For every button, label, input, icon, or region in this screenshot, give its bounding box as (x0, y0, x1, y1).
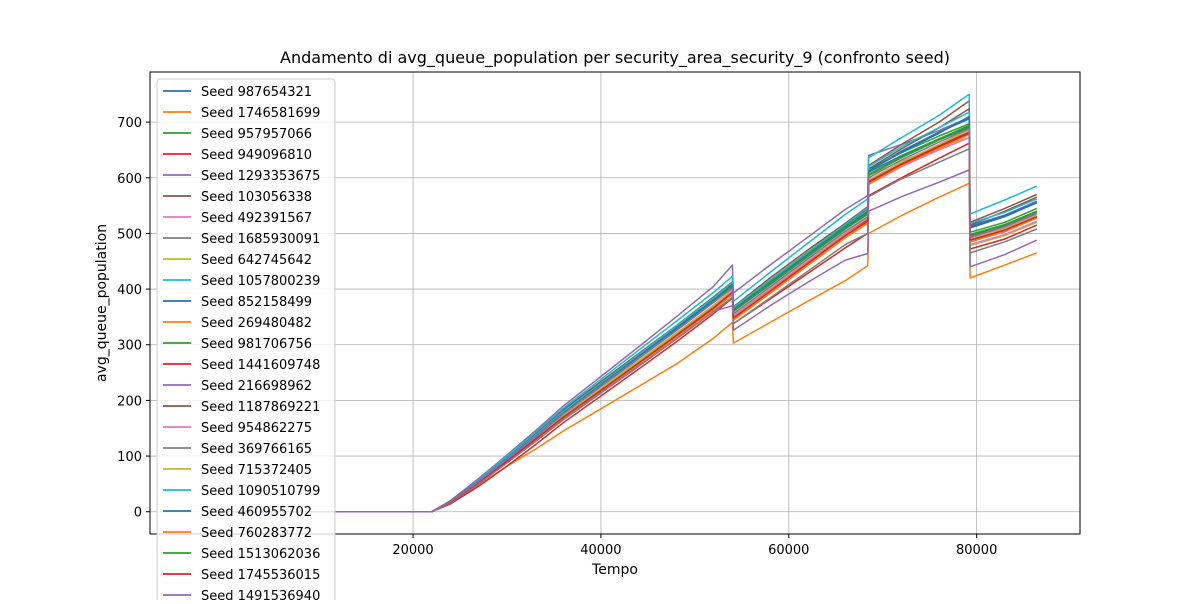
axes: 20000 40000 60000 80000 0 100 200 300 400 500 600 7… (117, 116, 997, 558)
legend-entry: Seed 642745642 (201, 253, 312, 268)
x-tick-label: 40000 (580, 543, 621, 558)
legend-entry: Seed 715372405 (201, 463, 312, 478)
legend-entry: Seed 1441609748 (201, 358, 320, 373)
x-tick-label: 80000 (956, 543, 997, 558)
series-line (225, 129, 1038, 513)
x-axis-label: Tempo (591, 562, 638, 578)
y-tick-label: 600 (117, 172, 142, 187)
y-tick-label: 500 (117, 227, 142, 242)
series-line (225, 128, 1038, 513)
y-tick-label: 200 (117, 394, 142, 409)
series-line (225, 169, 1038, 513)
legend-entry: Seed 369766165 (201, 442, 312, 457)
legend-entry: Seed 216698962 (201, 379, 312, 394)
legend-entry: Seed 957957066 (201, 127, 312, 142)
legend-entry: Seed 1745536015 (201, 568, 320, 583)
y-tick-label: 400 (117, 283, 142, 298)
legend-entry: Seed 1187869221 (201, 400, 320, 415)
legend-entry: Seed 852158499 (201, 295, 312, 310)
chart-title: Andamento di avg_queue_population per se… (280, 48, 950, 68)
series-line (225, 111, 1038, 513)
legend-entry: Seed 1685930091 (201, 232, 320, 247)
series-line (225, 136, 1038, 513)
legend-entry: Seed 1746581699 (201, 106, 320, 121)
series-line (225, 129, 1038, 513)
x-tick-label: 60000 (768, 543, 809, 558)
series-line (225, 182, 1038, 513)
y-tick-label: 700 (117, 116, 142, 131)
series-line (225, 132, 1038, 513)
legend-entry: Seed 269480482 (201, 316, 312, 331)
series-line (225, 136, 1038, 513)
legend-entry: Seed 460955702 (201, 505, 312, 520)
legend-entry: Seed 949096810 (201, 148, 312, 163)
legend-entry: Seed 760283772 (201, 526, 312, 541)
legend-entry: Seed 981706756 (201, 337, 312, 352)
series-line (225, 107, 1038, 513)
series-line (225, 100, 1038, 513)
series-line (225, 115, 1038, 513)
series-line (225, 148, 1038, 513)
legend-entry: Seed 492391567 (201, 211, 312, 226)
series-lines (225, 93, 1038, 513)
x-tick-label: 20000 (392, 543, 433, 558)
series-line (225, 131, 1038, 513)
legend: Seed 987654321 Seed 1746581699 Seed 957957… (156, 78, 336, 604)
legend-entry: Seed 954862275 (201, 421, 312, 436)
series-line (225, 123, 1038, 513)
legend-entry: Seed 103056338 (201, 190, 312, 205)
legend-box (156, 78, 336, 604)
y-tick-label: 100 (117, 450, 142, 465)
legend-entry: Seed 1513062036 (201, 547, 320, 562)
y-axis-label: avg_queue_population (94, 224, 110, 382)
series-line (225, 125, 1038, 513)
series-line (225, 126, 1038, 513)
legend-entry: Seed 1491536940 (201, 589, 320, 600)
y-tick-label: 300 (117, 339, 142, 354)
y-tick-label: 0 (134, 506, 142, 521)
legend-entry: Seed 987654321 (201, 85, 312, 100)
series-line (225, 124, 1038, 513)
legend-entry: Seed 1057800239 (201, 274, 320, 289)
series-line (225, 116, 1038, 513)
series-line (225, 132, 1038, 513)
legend-entry: Seed 1090510799 (201, 484, 320, 499)
plot-frame (149, 71, 1081, 535)
legend-entry: Seed 1293353675 (201, 169, 320, 184)
